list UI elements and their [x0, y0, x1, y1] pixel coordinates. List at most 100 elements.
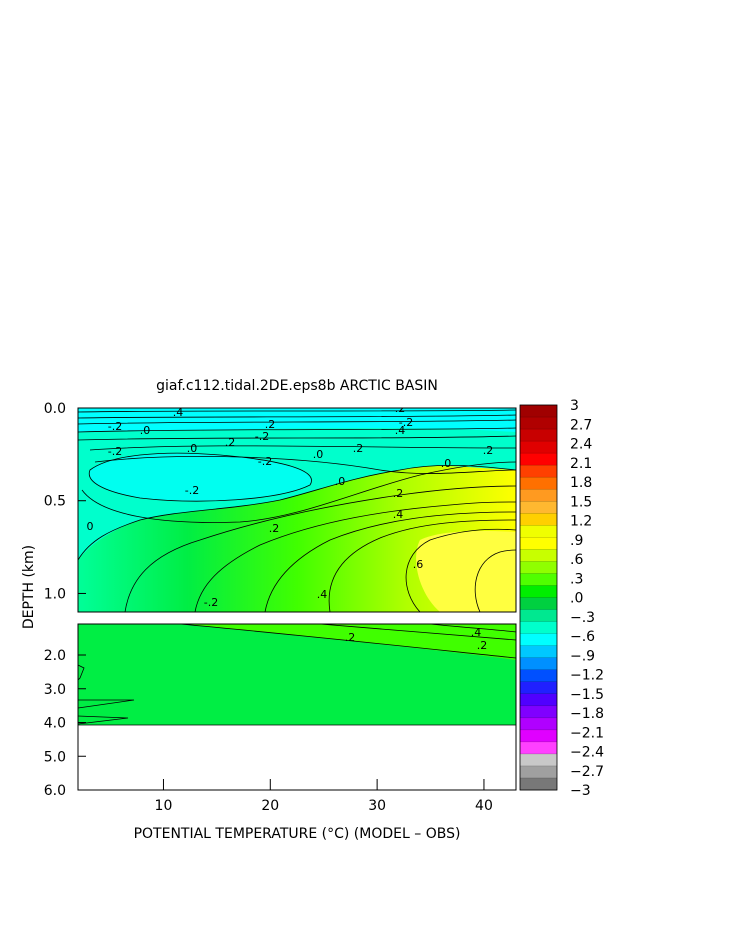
- colorbar-swatch: [520, 729, 557, 743]
- contour-label: -.2: [399, 416, 413, 429]
- lower-panel: .2 .4 .2: [78, 624, 516, 725]
- x-tick-label: 10: [155, 798, 173, 814]
- upper-panel: .4 -.2 .0 .2 -.2 .0 .2 .0 .2 -.2 .0 .0 .…: [78, 402, 516, 612]
- contour-line: [78, 715, 129, 725]
- x-axis: 10 20 30 40: [155, 779, 493, 814]
- contour-line: [78, 419, 516, 425]
- colorbar-tick-label: −.9: [570, 648, 595, 664]
- colorbar-tick-label: −2.4: [570, 745, 604, 761]
- colorbar-swatch: [520, 465, 557, 478]
- y-tick-label: 2.0: [44, 648, 66, 664]
- x-axis-label: POTENTIAL TEMPERATURE (°C) (MODEL – OBS): [134, 826, 461, 842]
- colorbar-tick-label: 2.4: [570, 437, 592, 453]
- colorbar-swatch: [520, 561, 557, 574]
- contour-line: [78, 409, 516, 413]
- contour-line: [89, 445, 516, 451]
- contour-line: [78, 664, 85, 681]
- colorbar-swatch: [520, 537, 557, 550]
- contour-label: .2: [395, 402, 406, 415]
- contour-label: -.2: [258, 455, 272, 468]
- colorbar-tick-label: −1.5: [570, 687, 604, 703]
- contour-line: [124, 485, 516, 612]
- colorbar-swatch: [520, 645, 557, 659]
- colorbar-swatch: [520, 441, 557, 454]
- contour-label: .4: [317, 588, 328, 601]
- colorbar-tick-label: 1.2: [570, 514, 592, 530]
- contour-line: [264, 511, 516, 612]
- contour-label: -.2: [108, 420, 122, 433]
- colorbar-frame: [519, 404, 558, 791]
- contour-label: .2: [393, 487, 404, 500]
- contour-line: [78, 414, 516, 419]
- contour-line: [179, 624, 516, 659]
- upper-panel-frame: [77, 407, 517, 613]
- contour-line: [319, 624, 516, 641]
- colorbar-swatch: [520, 765, 557, 779]
- colorbar-tick-label: −.3: [570, 610, 595, 626]
- colorbar-tick-label: 1.8: [570, 475, 592, 491]
- contour-line: [474, 549, 516, 612]
- contour-label: .0: [187, 442, 198, 455]
- contour-line: [81, 461, 516, 523]
- colorbar-tick-label: −1.8: [570, 706, 604, 722]
- colorbar-swatch: [520, 429, 557, 442]
- contour-label: -.2: [204, 596, 218, 609]
- contour-label: .0: [140, 424, 151, 437]
- colorbar-swatch: [520, 549, 557, 562]
- chart-title: giaf.c112.tidal.2DE.eps8b ARCTIC BASIN: [156, 378, 438, 394]
- colorbar-tick-label: 1.5: [570, 494, 592, 510]
- x-tick-label: 40: [475, 798, 493, 814]
- colorbar-tick-label: .6: [570, 552, 583, 568]
- colorbar-swatch: [520, 489, 557, 502]
- contour-label: 0: [87, 520, 94, 533]
- colorbar-swatch: [520, 609, 557, 623]
- y-tick-label: 3.0: [44, 682, 66, 698]
- contour-label: .2: [225, 436, 236, 449]
- y-tick-label: 0.5: [44, 494, 66, 510]
- contour-line: [194, 501, 516, 612]
- contour-label: .2: [269, 522, 280, 535]
- colorbar-tick-label: .9: [570, 533, 583, 549]
- colorbar-swatch: [520, 501, 557, 514]
- colorbar-swatch: [520, 741, 557, 755]
- y-tick-label: 1.0: [44, 586, 66, 602]
- colorbar-swatch: [520, 573, 557, 586]
- colorbar-tick-label: .3: [570, 571, 583, 587]
- contour-line: [94, 456, 516, 474]
- colorbar-swatch: [520, 453, 557, 466]
- colorbar-tick-label: .0: [570, 591, 583, 607]
- contour-label: .4: [393, 508, 404, 521]
- y-tick-label: 5.0: [44, 749, 66, 765]
- x-tick-label: 20: [261, 798, 279, 814]
- colorbar-swatch: [520, 405, 557, 418]
- colorbar-swatch: [520, 669, 557, 683]
- lower-panel-frame: [77, 623, 517, 791]
- contour-line: [78, 465, 516, 561]
- colorbar-tick-label: 3: [570, 398, 579, 414]
- contour-label: .2: [353, 442, 364, 455]
- colorbar-tick-label: 2.7: [570, 417, 592, 433]
- colorbar-swatch: [520, 717, 557, 731]
- warm-core-fill: [416, 530, 516, 612]
- contour-label: .6: [413, 558, 424, 571]
- contour-line: [78, 435, 516, 441]
- y-tick-label: 6.0: [44, 783, 66, 799]
- colorbar-swatch: [520, 693, 557, 707]
- colorbar-swatch: [520, 621, 557, 635]
- contour-label: .4: [173, 406, 184, 419]
- y-axis-lower: 2.0 3.0 4.0 5.0 6.0: [44, 648, 86, 799]
- colorbar-swatch: [520, 705, 557, 719]
- cold-core-fill: [89, 453, 312, 502]
- contour-label: -.2: [185, 484, 199, 497]
- colorbar-swatch: [520, 597, 557, 611]
- contour-label: .4: [395, 424, 406, 437]
- contour-label: .2: [483, 444, 494, 457]
- y-axis-label: DEPTH (km): [21, 545, 37, 629]
- colorbar-swatch: [520, 417, 557, 430]
- colorbar-swatch: [520, 585, 557, 598]
- contour-line: [429, 624, 516, 633]
- contour-label: .2: [477, 639, 488, 652]
- contour-label: -.2: [255, 430, 269, 443]
- colorbar-tick-label: −3: [570, 783, 591, 799]
- contour-line: [328, 519, 516, 612]
